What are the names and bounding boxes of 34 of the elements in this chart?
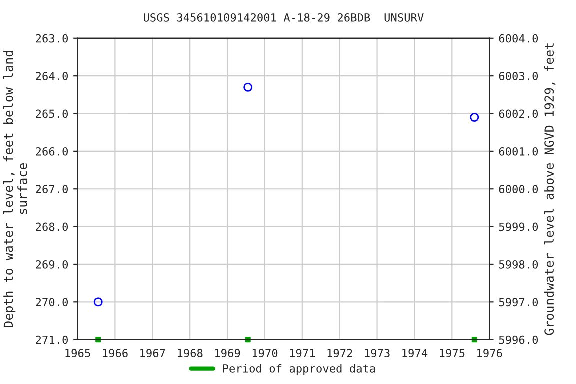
x-tick-label: 1971 — [290, 349, 316, 358]
y2-tick-label: 5999.0 — [499, 222, 538, 232]
y2-tick-label: 6003.0 — [499, 72, 538, 80]
y2-tick-label: 6004.0 — [499, 34, 538, 43]
x-tick-label: 1973 — [365, 349, 390, 358]
y-tick-label: 268.0 — [36, 222, 68, 232]
y-tick-label: 267.0 — [36, 185, 68, 194]
y2-tick-label: 5998.0 — [499, 260, 538, 269]
x-tick-label: 1976 — [478, 349, 502, 358]
y2-tick-label: 6000.0 — [499, 185, 538, 194]
legend-label: Period of approved data — [223, 364, 376, 376]
x-tick-label: 1965 — [66, 349, 90, 358]
y2-tick-label: 6002.0 — [499, 110, 538, 118]
x-tick-label: 1969 — [215, 349, 240, 358]
x-tick-label: 1974 — [402, 349, 428, 358]
y2-tick-label: 5997.0 — [499, 298, 538, 307]
x-tick-label: 1967 — [140, 349, 166, 358]
chart-title: USGS 345610109142001 A-18-29 26BDB UNSURV — [144, 13, 424, 22]
y2-tick-label: 6001.0 — [499, 147, 538, 156]
y2-tick-label: 5996.0 — [499, 336, 538, 344]
y-tick-label: 265.0 — [36, 110, 68, 118]
x-tick-label: 1972 — [328, 349, 352, 358]
y-tick-label: 263.0 — [36, 34, 68, 43]
y-tick-label: 270.0 — [36, 298, 68, 307]
y-tick-label: 266.0 — [36, 147, 68, 156]
y2-axis-title: Groundwater level above NGVD 1929, feet — [544, 44, 556, 336]
y-axis-title: Depth to water level, feet below land surface — [3, 51, 28, 328]
y-tick-label: 271.0 — [36, 336, 68, 344]
y-tick-label: 269.0 — [36, 260, 68, 269]
x-tick-label: 1970 — [252, 349, 278, 358]
y-tick-label: 264.0 — [36, 72, 68, 80]
x-tick-label: 1975 — [440, 349, 465, 358]
x-tick-label: 1968 — [178, 349, 203, 358]
x-tick-label: 1966 — [103, 349, 128, 358]
